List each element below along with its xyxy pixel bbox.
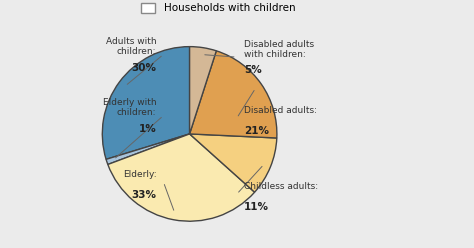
Wedge shape (190, 51, 277, 138)
Text: Disabled adults
with children:: Disabled adults with children: (244, 39, 314, 59)
Wedge shape (190, 134, 277, 192)
Wedge shape (108, 134, 255, 221)
Text: Childless adults:: Childless adults: (244, 182, 318, 191)
Wedge shape (106, 134, 190, 164)
Text: Adults with
children:: Adults with children: (106, 37, 156, 56)
Text: 11%: 11% (244, 202, 269, 212)
Wedge shape (190, 47, 216, 134)
Text: 1%: 1% (139, 124, 156, 134)
Text: 30%: 30% (131, 62, 156, 73)
Wedge shape (102, 47, 190, 159)
Text: Elderly with
children:: Elderly with children: (103, 98, 156, 118)
Text: 33%: 33% (131, 190, 156, 200)
Text: 21%: 21% (244, 126, 269, 136)
Text: Disabled adults:: Disabled adults: (244, 106, 317, 115)
Text: 5%: 5% (244, 65, 262, 75)
Legend: Households with children: Households with children (141, 3, 295, 13)
Text: Elderly:: Elderly: (123, 170, 156, 179)
